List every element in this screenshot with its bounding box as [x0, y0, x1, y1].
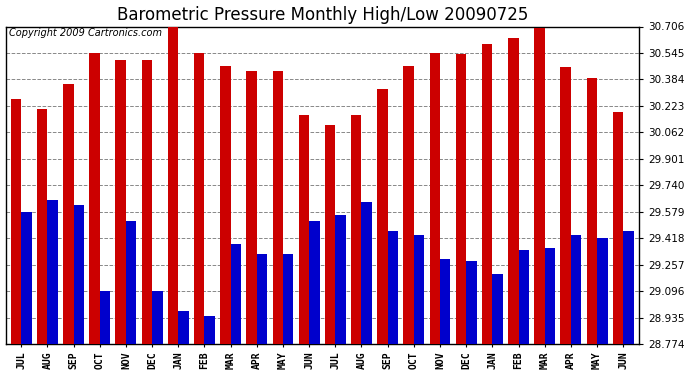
Bar [194, 53, 204, 344]
Bar [126, 221, 137, 344]
Bar [74, 205, 84, 344]
Bar [404, 66, 414, 344]
Bar [257, 254, 267, 344]
Bar [455, 54, 466, 344]
Bar [21, 213, 32, 344]
Bar [597, 238, 607, 344]
Bar [283, 254, 293, 344]
Bar [440, 258, 451, 344]
Bar [544, 248, 555, 344]
Bar [508, 38, 518, 344]
Bar [482, 44, 493, 344]
Bar [351, 115, 362, 344]
Bar [377, 89, 388, 344]
Bar [309, 221, 319, 344]
Bar [220, 66, 230, 344]
Bar [115, 60, 126, 344]
Bar [518, 250, 529, 344]
Bar [414, 236, 424, 344]
Bar [586, 78, 597, 344]
Bar [37, 109, 48, 344]
Bar [325, 125, 335, 344]
Bar [362, 202, 372, 344]
Bar [466, 261, 477, 344]
Bar [11, 99, 21, 344]
Text: Copyright 2009 Cartronics.com: Copyright 2009 Cartronics.com [9, 28, 161, 38]
Bar [493, 274, 503, 344]
Bar [141, 60, 152, 344]
Bar [100, 291, 110, 344]
Bar [560, 67, 571, 344]
Bar [246, 71, 257, 344]
Bar [430, 53, 440, 344]
Bar [623, 231, 633, 344]
Bar [63, 84, 74, 344]
Bar [388, 231, 398, 344]
Bar [89, 53, 100, 344]
Bar [299, 116, 309, 344]
Bar [152, 291, 163, 344]
Bar [613, 112, 623, 344]
Bar [273, 71, 283, 344]
Bar [571, 236, 582, 344]
Bar [534, 28, 544, 344]
Bar [204, 316, 215, 344]
Bar [335, 215, 346, 344]
Title: Barometric Pressure Monthly High/Low 20090725: Barometric Pressure Monthly High/Low 200… [117, 6, 528, 24]
Bar [48, 200, 58, 344]
Bar [168, 27, 178, 344]
Bar [178, 311, 189, 344]
Bar [230, 244, 241, 344]
